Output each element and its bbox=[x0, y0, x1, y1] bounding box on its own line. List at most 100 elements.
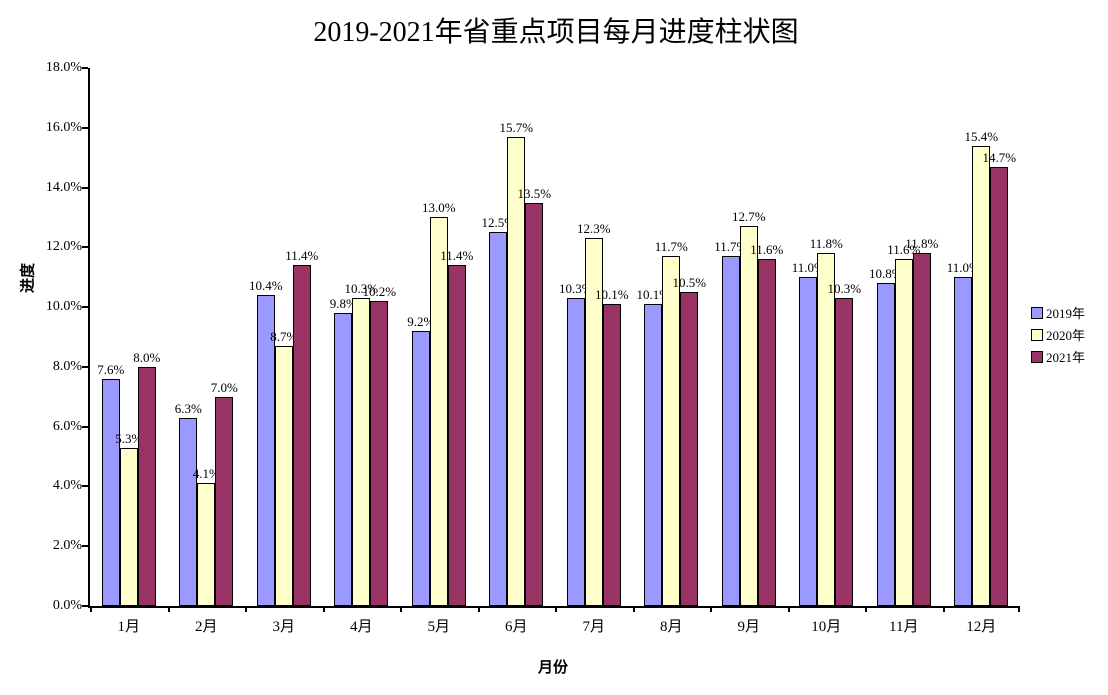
plot-area: 0.0% 2.0% 4.0% 6.0% 8.0% 10.0% 12.0% 14.0% 16.0%… bbox=[46, 60, 1021, 635]
bar-2020年-3月 bbox=[274, 345, 293, 606]
y-axis-tick-label: 16.0% bbox=[45, 119, 82, 135]
bar-2019年-3月 bbox=[256, 295, 275, 606]
x-axis-tick bbox=[787, 606, 790, 612]
y-axis-tick bbox=[82, 485, 88, 488]
x-axis-category-label: 4月 bbox=[349, 619, 373, 635]
category-group: 11.0% 11.8% 10.3% 10月 bbox=[788, 68, 866, 635]
x-axis-tick bbox=[1018, 606, 1020, 612]
y-axis-tick-label: 2.0% bbox=[52, 538, 82, 554]
bar-2019年-1月 bbox=[101, 378, 120, 606]
category-group: 9.2% 13.0% 11.4% 5月 bbox=[400, 68, 478, 635]
x-axis-tick bbox=[555, 606, 557, 612]
data-label: 11.4% bbox=[440, 248, 474, 264]
bar-2021年-8月 bbox=[680, 292, 699, 606]
bar-2021年-7月 bbox=[602, 304, 621, 606]
legend-item: 2019年 bbox=[1031, 303, 1085, 322]
y-axis-tick-label: 0.0% bbox=[52, 598, 82, 613]
data-label: 8.0% bbox=[133, 349, 161, 365]
data-label: 10.3% bbox=[344, 281, 379, 297]
data-label: 12.5% bbox=[481, 215, 516, 231]
bar-2021年-3月 bbox=[292, 265, 311, 606]
data-label: 11.8% bbox=[905, 236, 939, 252]
y-axis-tick bbox=[82, 306, 88, 309]
category-group: 7.6% 5.3% 8.0% 1月 bbox=[90, 68, 168, 635]
data-label: 11.7% bbox=[714, 239, 748, 255]
bar-2019年-11月 bbox=[876, 283, 895, 606]
data-label: 11.4% bbox=[285, 248, 319, 264]
data-label: 15.7% bbox=[499, 119, 534, 135]
y-axis-tick-label: 18.0% bbox=[45, 60, 82, 75]
y-axis-tick bbox=[82, 186, 88, 189]
x-axis-category-label: 6月 bbox=[504, 619, 528, 635]
data-label: 9.2% bbox=[407, 314, 435, 330]
category-group: 10.3% 12.3% 10.1% 7月 bbox=[555, 68, 633, 635]
x-axis-category-label: 5月 bbox=[427, 619, 451, 635]
y-axis-tick-label: 6.0% bbox=[52, 418, 82, 434]
legend-item: 2021年 bbox=[1031, 347, 1085, 366]
bar-2020年-5月 bbox=[429, 217, 448, 606]
legend-label: 2021年 bbox=[1046, 350, 1086, 365]
data-label: 12.7% bbox=[731, 209, 766, 225]
data-label: 10.4% bbox=[248, 278, 283, 294]
data-label: 11.0% bbox=[946, 260, 980, 276]
bar-2019年-10月 bbox=[799, 277, 818, 606]
category-group: 9.8% 10.3% 10.2% 4月 bbox=[323, 68, 401, 635]
x-axis-tick bbox=[710, 606, 712, 612]
y-axis-tick bbox=[82, 365, 88, 368]
y-axis-tick-label: 14.0% bbox=[45, 179, 82, 195]
bar-2019年-9月 bbox=[721, 256, 740, 606]
bar-2019年-5月 bbox=[411, 331, 430, 606]
data-label: 7.0% bbox=[210, 379, 238, 395]
data-label: 10.5% bbox=[672, 275, 707, 291]
data-label: 5.3% bbox=[115, 430, 143, 446]
x-axis-tick bbox=[477, 606, 480, 612]
legend-swatch-icon bbox=[1031, 350, 1043, 363]
bar-2019年-6月 bbox=[489, 232, 508, 606]
x-axis-tick bbox=[865, 606, 867, 612]
category-group: 11.0% 15.4% 14.7% 12月 bbox=[943, 68, 1021, 635]
data-label: 15.4% bbox=[964, 128, 999, 144]
data-label: 10.2% bbox=[362, 284, 397, 300]
x-axis-tick bbox=[322, 606, 325, 612]
x-axis-category-label: 11月 bbox=[889, 619, 919, 635]
data-label: 11.7% bbox=[654, 239, 688, 255]
bar-2020年-12月 bbox=[972, 145, 991, 606]
x-axis-category-label: 9月 bbox=[737, 619, 761, 635]
data-label: 6.3% bbox=[174, 400, 202, 416]
x-axis-category-label: 10月 bbox=[811, 619, 842, 635]
y-axis-tick bbox=[82, 126, 88, 129]
bar-2020年-7月 bbox=[584, 238, 603, 606]
bar-2021年-4月 bbox=[370, 301, 389, 606]
y-axis-tick bbox=[82, 605, 88, 607]
category-group: 10.4% 8.7% 11.4% 3月 bbox=[245, 68, 323, 635]
y-axis-tick bbox=[82, 246, 88, 249]
legend-item: 2020年 bbox=[1031, 325, 1085, 344]
bar-2019年-8月 bbox=[644, 304, 663, 606]
bar-2019年-7月 bbox=[566, 298, 585, 606]
x-axis-tick bbox=[90, 606, 92, 612]
x-axis-tick bbox=[942, 606, 945, 612]
bar-2021年-11月 bbox=[912, 253, 931, 606]
bar-2020年-8月 bbox=[662, 256, 681, 606]
category-group: 10.8% 11.6% 11.8% 11月 bbox=[865, 68, 943, 635]
x-axis-category-label: 3月 bbox=[272, 619, 296, 635]
y-axis-tick-label: 12.0% bbox=[45, 239, 82, 255]
legend: 2019年 2020年 2021年 bbox=[1031, 303, 1085, 369]
data-label: 4.1% bbox=[192, 466, 220, 482]
data-label: 10.1% bbox=[594, 287, 629, 303]
data-label: 11.6% bbox=[887, 242, 921, 258]
data-label: 13.5% bbox=[517, 185, 552, 201]
bar-2021年-5月 bbox=[447, 265, 466, 606]
category-group: 6.3% 4.1% 7.0% 2月 bbox=[168, 68, 246, 635]
data-label: 10.3% bbox=[558, 281, 593, 297]
data-label: 7.6% bbox=[97, 361, 125, 377]
data-label: 10.3% bbox=[827, 281, 862, 297]
y-axis-tick bbox=[82, 67, 88, 69]
bar-2019年-12月 bbox=[954, 277, 973, 606]
bar-2021年-9月 bbox=[757, 259, 776, 606]
data-label: 14.7% bbox=[982, 149, 1017, 165]
y-axis-title: 进度 bbox=[20, 262, 37, 294]
legend-swatch-icon bbox=[1031, 328, 1043, 341]
y-axis-tick bbox=[82, 425, 88, 428]
